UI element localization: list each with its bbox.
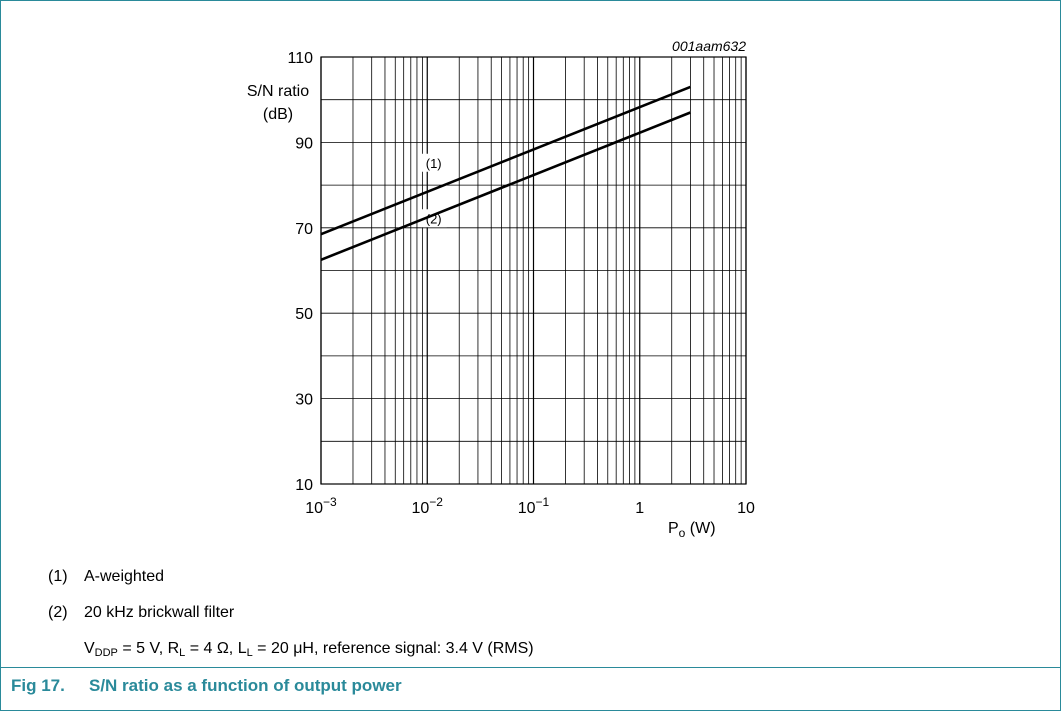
figure-number: Fig 17. (11, 676, 65, 695)
rl-value: = 4 Ω, (185, 640, 238, 657)
y-tick-label: 50 (295, 306, 313, 323)
note-1-number: (1) (48, 568, 68, 585)
figure-title: S/N ratio as a function of output power (89, 676, 402, 695)
ll-symbol: L (237, 640, 247, 657)
series-line-1 (320, 85, 691, 236)
figure-caption: Fig 17. S/N ratio as a function of output… (0, 667, 1061, 695)
plot-frame (320, 56, 747, 485)
ll-subscript: L (246, 647, 253, 659)
x-tick-label: 10−2 (412, 495, 444, 517)
x-tick-label: 1 (635, 500, 644, 517)
annotation-label-2: (2) (426, 211, 442, 226)
grid (320, 56, 747, 485)
y-axis-unit: (dB) (263, 106, 293, 123)
y-tick-label: 70 (295, 221, 313, 238)
rl-symbol: R (167, 640, 180, 657)
x-tick-label: 10−1 (518, 495, 550, 517)
rl-subscript: L (179, 647, 186, 659)
note-1: (1) A-weighted (48, 568, 164, 586)
figure-code: 001aam632 (672, 38, 746, 54)
x-tick-label: 10−3 (305, 495, 337, 517)
y-axis-label: S/N ratio (247, 83, 309, 100)
y-tick-label: 110 (287, 50, 313, 67)
vddp-value: = 5 V, (117, 640, 168, 657)
vddp-subscript: DDP (94, 647, 118, 659)
x-tick-label: 10 (737, 500, 755, 517)
annotation-label-1: (1) (426, 156, 442, 171)
series-line-2 (320, 111, 691, 262)
y-tick-label: 10 (295, 477, 313, 494)
y-tick-label: 90 (295, 135, 313, 152)
note-2-text: 20 kHz brickwall filter (84, 604, 235, 621)
y-tick-label: 30 (295, 392, 313, 409)
note-1-text: A-weighted (84, 568, 165, 585)
series-layer (320, 85, 691, 262)
annotation-mask (420, 153, 447, 172)
vddp-symbol: V (84, 640, 95, 657)
annotation-mask (420, 209, 447, 228)
conditions-line: VDDP = 5 V, RL = 4 Ω, LL = 20 μH, refere… (84, 640, 534, 659)
note-2-number: (2) (48, 604, 68, 621)
note-2: (2) 20 kHz brickwall filter (48, 604, 234, 622)
x-axis-label: Po (W) (668, 520, 716, 540)
ll-value: = 20 μH, reference signal: 3.4 V (RMS) (252, 640, 534, 657)
